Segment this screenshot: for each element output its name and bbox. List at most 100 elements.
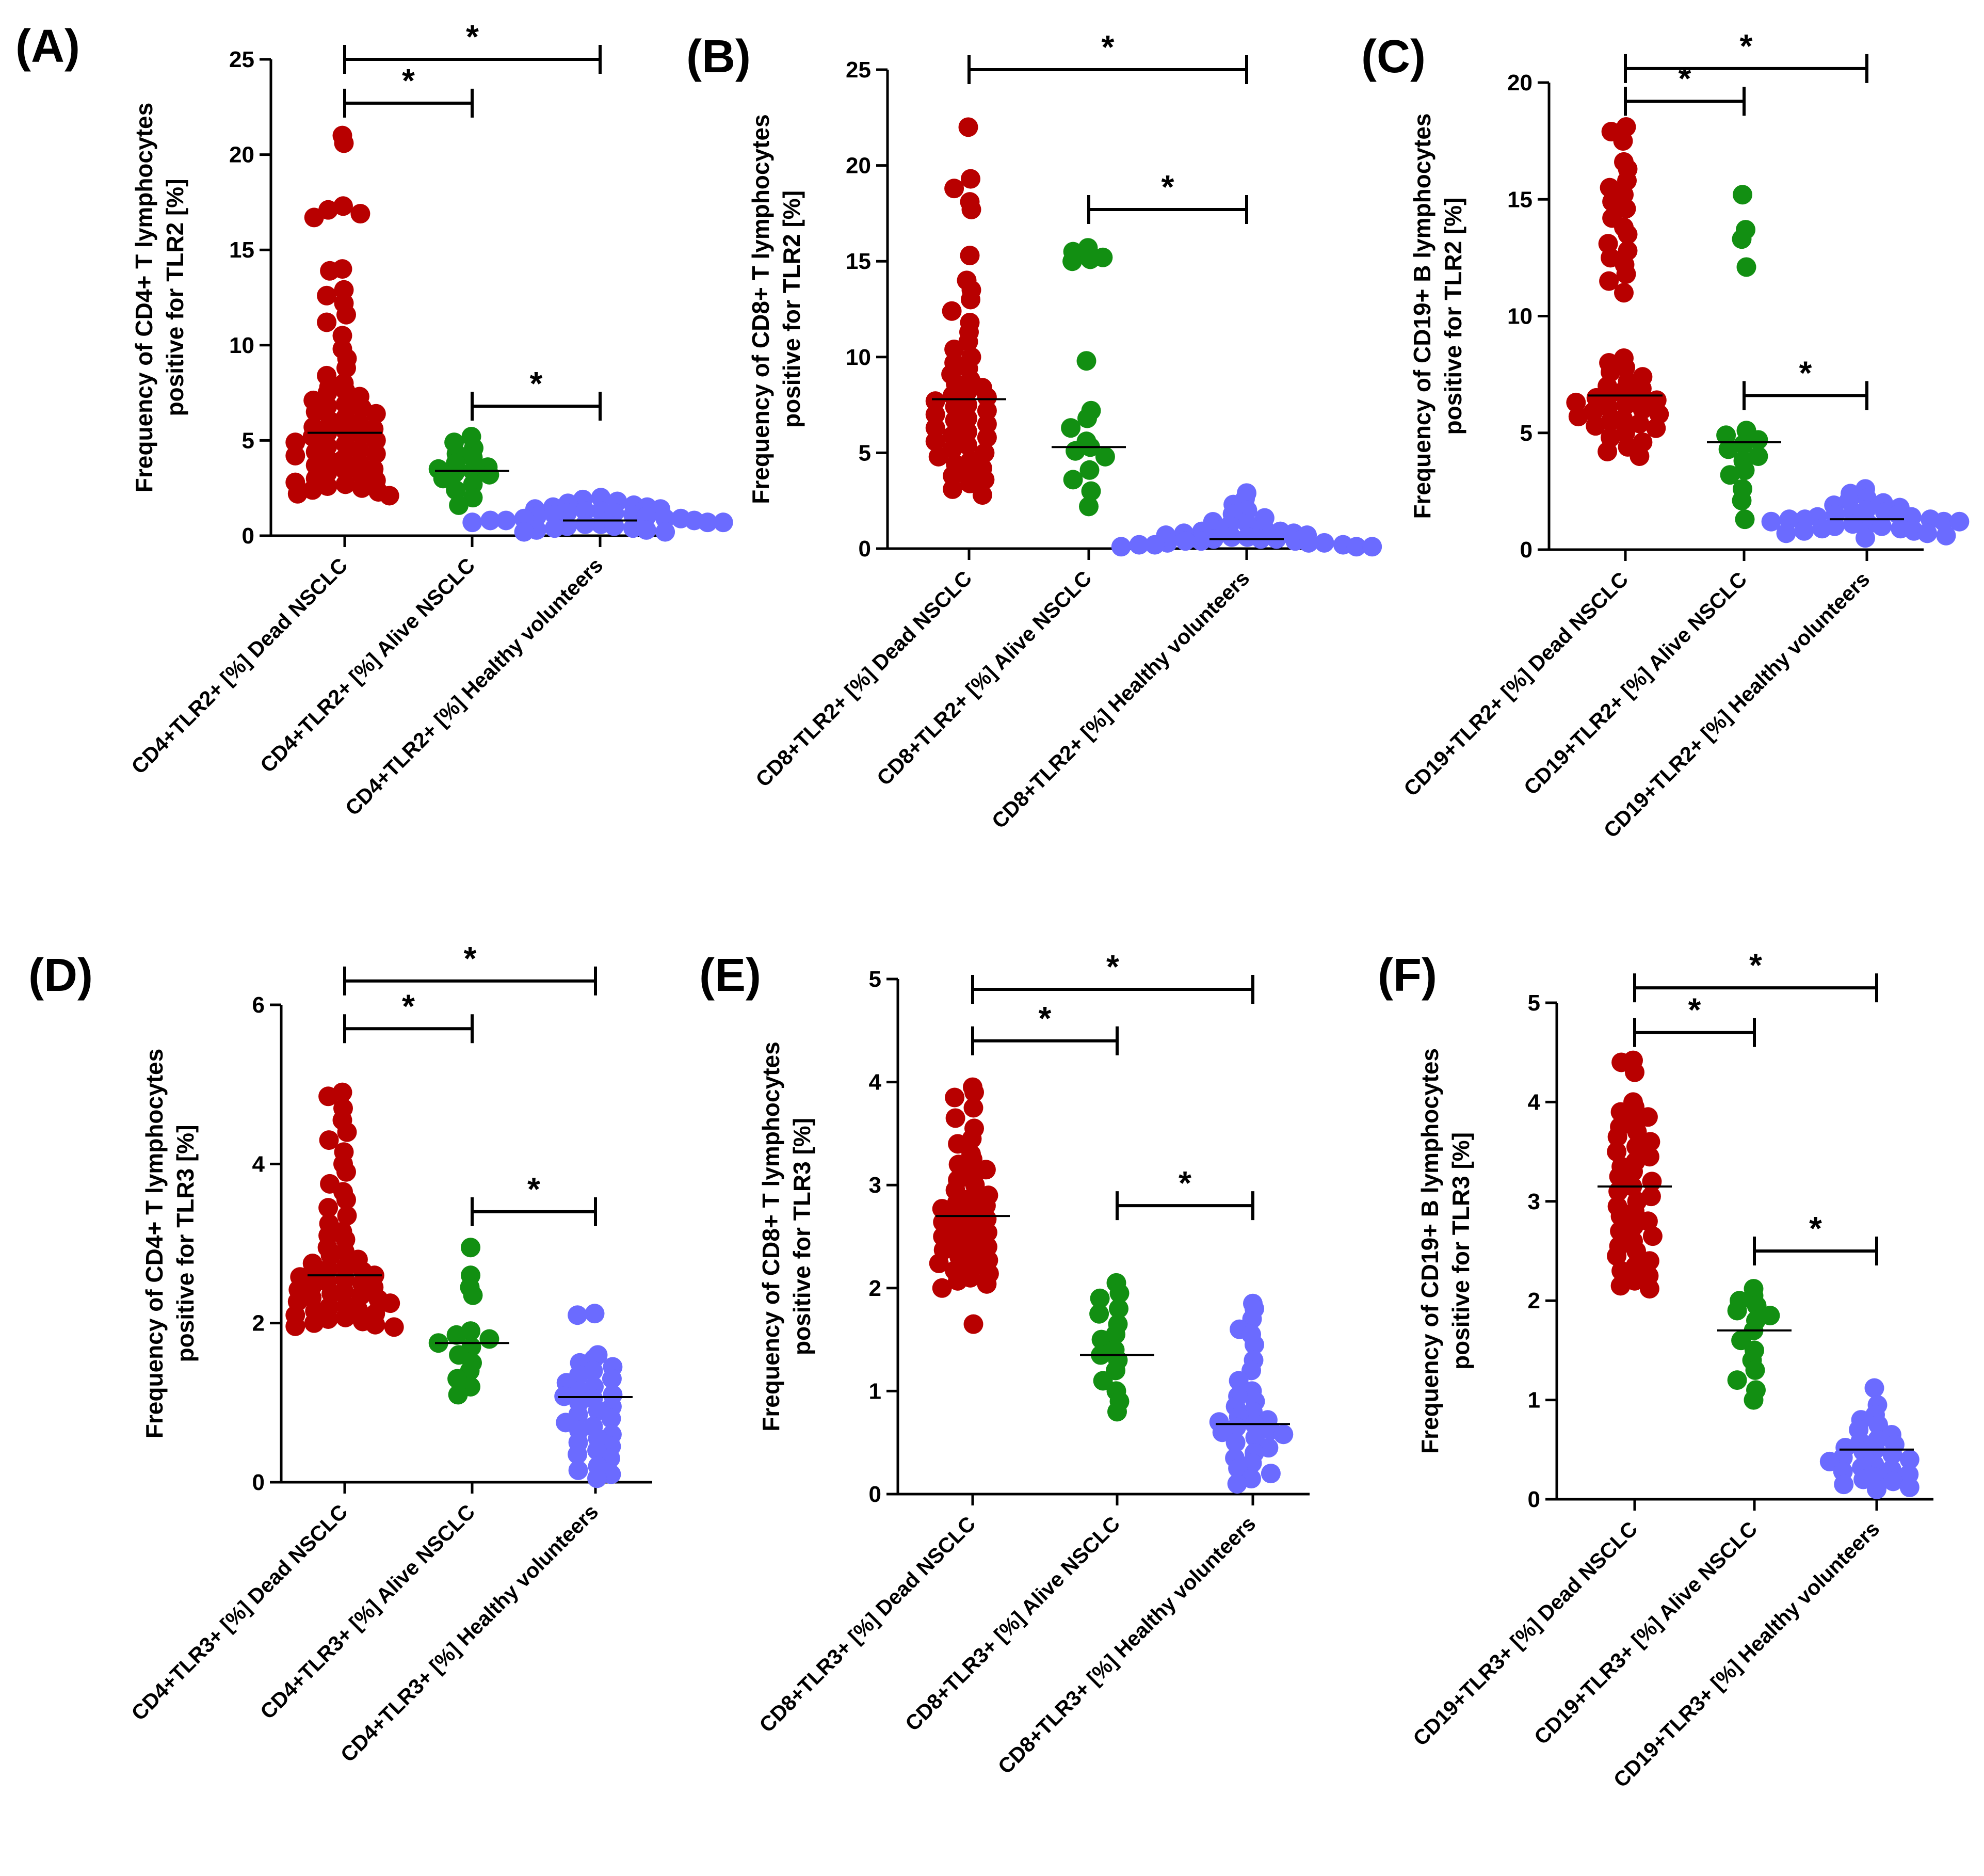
data-point xyxy=(1079,460,1100,480)
data-point xyxy=(977,414,997,434)
data-point xyxy=(514,522,534,542)
data-point xyxy=(449,495,469,515)
data-point xyxy=(1917,523,1938,543)
data-point xyxy=(1761,511,1781,532)
data-point xyxy=(943,479,963,499)
y-axis-label: Frequency of CD8+ T lymphocytes xyxy=(757,1041,784,1431)
data-point xyxy=(1727,1301,1747,1321)
y-tick-label: 4 xyxy=(252,1151,265,1177)
data-point xyxy=(1776,523,1796,543)
data-point xyxy=(1735,509,1755,530)
significance-star: * xyxy=(1749,947,1762,984)
data-point xyxy=(462,512,482,533)
data-point xyxy=(365,1314,385,1335)
chart-panel-3: (D) 0 2 4 6 CD4+TLR3+ [%] Dead NSCLCCD4+TLR3+… xyxy=(28,940,652,1767)
data-point xyxy=(1642,1226,1663,1246)
y-axis-label: positive for TLR3 [%] xyxy=(172,1125,199,1362)
data-point xyxy=(1614,283,1634,303)
data-point xyxy=(1747,1295,1767,1316)
data-point xyxy=(352,478,372,498)
significance-star: * xyxy=(530,365,543,402)
data-point xyxy=(1611,1052,1632,1072)
y-tick-label: 20 xyxy=(1507,70,1533,95)
data-point xyxy=(933,1212,953,1232)
data-point xyxy=(1109,1298,1128,1319)
data-point xyxy=(433,469,453,489)
data-point xyxy=(1598,441,1618,461)
chart-panel-1: (B) 0 5 10 15 20 25 CD8+TLR2+ [%] Dead NSCLCCD8… xyxy=(686,28,1382,833)
data-point xyxy=(1095,446,1115,467)
data-point xyxy=(1748,430,1768,450)
category-label: CD4+TLR3+ [%] Healthy volunteers xyxy=(336,1500,603,1767)
y-tick-label: 1 xyxy=(869,1378,881,1404)
y-tick-label: 10 xyxy=(1507,304,1533,329)
data-point xyxy=(963,1098,983,1118)
data-point xyxy=(317,312,337,332)
significance-star: * xyxy=(1179,1164,1191,1201)
data-point xyxy=(1720,465,1740,485)
data-point xyxy=(1227,1474,1247,1494)
data-point xyxy=(1745,1360,1765,1380)
data-point xyxy=(1079,496,1099,517)
data-point xyxy=(1733,435,1753,455)
category-label: CD19+TLR3+ [%] Healthy volunteers xyxy=(1609,1517,1884,1792)
data-point xyxy=(942,301,962,321)
y-tick-label: 0 xyxy=(252,1470,265,1495)
significance-star: * xyxy=(527,1171,540,1208)
data-point xyxy=(964,1082,984,1102)
data-point xyxy=(948,1155,969,1175)
data-point xyxy=(1618,225,1638,245)
y-tick-label: 25 xyxy=(846,57,871,83)
significance-star: * xyxy=(1688,991,1701,1029)
y-tick-label: 5 xyxy=(1520,421,1533,446)
data-point xyxy=(636,520,656,540)
y-axis-label: Frequency of CD8+ T lymphocytes xyxy=(747,114,774,504)
y-axis-label: positive for TLR2 [%] xyxy=(778,190,805,428)
data-point xyxy=(568,1445,588,1465)
chart-panel-0: (A) 0 5 10 15 20 25 CD4+TLR2+ [%] Dead NSCLCCD4… xyxy=(15,18,733,820)
data-point xyxy=(1733,185,1752,205)
data-point xyxy=(1819,1451,1840,1471)
data-point xyxy=(1568,407,1588,427)
data-point xyxy=(302,480,322,500)
data-point xyxy=(285,445,305,466)
data-point xyxy=(379,486,399,506)
y-tick-label: 4 xyxy=(1528,1089,1541,1115)
data-point xyxy=(1607,1142,1627,1162)
chart-panel-5: (F) 0 1 2 3 4 5 CD19+TLR3+ [%] Dead NSCLCCD19+T… xyxy=(1378,947,1933,1792)
data-point xyxy=(480,510,501,531)
significance-star: * xyxy=(1102,28,1115,66)
data-point xyxy=(479,464,499,485)
data-point xyxy=(1111,537,1131,557)
data-point xyxy=(304,207,324,228)
significance-star: * xyxy=(402,987,415,1024)
data-point xyxy=(655,522,675,542)
data-point xyxy=(977,427,997,447)
data-point xyxy=(287,484,308,504)
data-point xyxy=(333,196,353,216)
data-point xyxy=(496,510,516,531)
data-point xyxy=(945,1087,965,1108)
data-point xyxy=(285,1316,305,1336)
data-point xyxy=(1627,1122,1647,1142)
data-point xyxy=(336,304,356,325)
data-point xyxy=(1630,413,1650,434)
data-point xyxy=(713,512,733,533)
data-point xyxy=(335,474,356,494)
data-point xyxy=(925,431,945,452)
data-point xyxy=(1273,1424,1294,1445)
data-point xyxy=(960,473,980,493)
y-axis-label: positive for TLR3 [%] xyxy=(788,1118,815,1355)
data-point xyxy=(977,400,997,421)
data-point xyxy=(337,1206,357,1226)
data-point xyxy=(446,480,466,500)
data-point xyxy=(961,199,981,219)
data-point xyxy=(1081,481,1101,501)
data-point xyxy=(448,1385,468,1405)
data-point xyxy=(1625,1062,1644,1082)
data-point xyxy=(1812,519,1832,539)
data-point xyxy=(1586,416,1606,436)
data-point xyxy=(1228,1458,1248,1479)
data-point xyxy=(1129,535,1149,555)
data-point xyxy=(1883,1471,1903,1492)
